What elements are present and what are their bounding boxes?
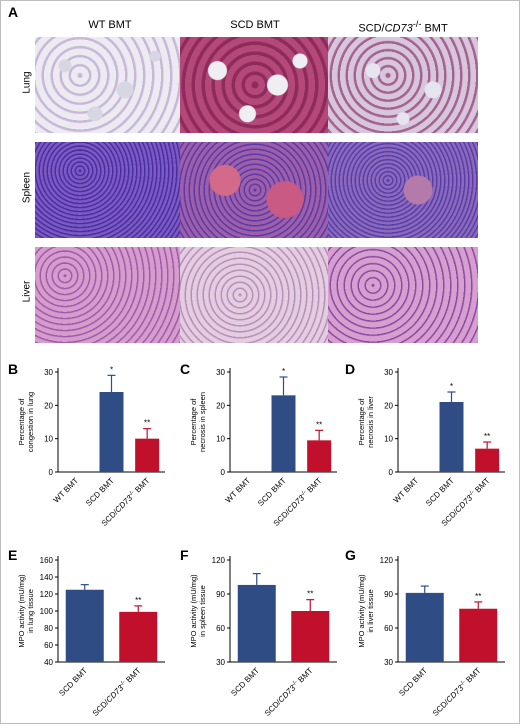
- y-tick-label-d: 10: [384, 435, 393, 444]
- y-axis-label-b: Percentage ofcongestion in lung: [17, 392, 35, 452]
- y-tick-label-f: 30: [216, 658, 225, 667]
- bar-d-1: [439, 402, 464, 472]
- bar-g-1: [459, 608, 498, 662]
- x-tick-label-c-1: SCD BMT: [256, 476, 288, 508]
- panel-letter-f: F: [180, 547, 189, 563]
- significance-mark-c-1: *: [282, 367, 285, 376]
- liver-scd-micrograph: [180, 247, 330, 343]
- bar-b-1: [99, 392, 124, 472]
- x-tick-label-e-1: SCD/CD73-/- BMT: [91, 666, 143, 718]
- y-tick-label-f: 90: [216, 590, 225, 599]
- x-tick-label-d-1: SCD BMT: [424, 476, 456, 508]
- y-axis-label-c: Percentage ofnecrosis in spleen: [189, 392, 207, 452]
- y-tick-label-e: 140: [40, 573, 54, 582]
- chart-e-mpo-lung: 40 60 80 100 120 140 160 MPO activity (mU/mg)in…: [17, 556, 165, 718]
- bar-e-0: [65, 589, 104, 662]
- chart-d-necrosis-liver: 0 10 20 30 Percentage ofnecrosis in liver WT …: [357, 368, 505, 528]
- significance-mark-g-1: **: [475, 592, 481, 601]
- column-title-scd-cd73: SCD/CD73-/- BMT: [358, 19, 448, 35]
- significance-mark-d-2: **: [484, 432, 490, 441]
- y-tick-label-b: 10: [44, 435, 53, 444]
- y-tick-label-d: 30: [384, 368, 393, 377]
- bar-f-1: [291, 611, 330, 662]
- chart-f-mpo-spleen: 30 60 90 120 MPO activity (mU/mg)in spleen t…: [189, 556, 337, 718]
- y-tick-label-g: 30: [384, 658, 393, 667]
- significance-mark-b-1: *: [110, 365, 113, 374]
- x-tick-label-c-0: WT BMT: [224, 476, 253, 505]
- y-axis-label-d: Percentage ofnecrosis in liver: [357, 396, 375, 448]
- row-label-spleen: Spleen: [21, 171, 33, 204]
- y-tick-label-b: 0: [49, 468, 54, 477]
- x-tick-label-b-1: SCD BMT: [84, 476, 116, 508]
- chart-b-congestion-lung: 0 10 20 30 Percentage ofcongestion in lung WT…: [17, 365, 165, 528]
- y-tick-label-e: 160: [40, 556, 54, 565]
- column-title-wt: WT BMT: [88, 19, 132, 31]
- row-label-lung: Lung: [21, 71, 33, 94]
- row-label-liver: Liver: [21, 280, 33, 303]
- y-tick-label-g: 90: [384, 590, 393, 599]
- significance-mark-f-1: **: [307, 590, 313, 599]
- y-axis-label-f: MPO activity (mU/mg)in spleen tissue: [189, 574, 207, 648]
- bar-c-2: [307, 440, 332, 472]
- y-tick-label-f: 60: [216, 624, 225, 633]
- y-tick-label-e: 40: [44, 658, 53, 667]
- bar-f-0: [237, 584, 276, 662]
- bar-b-2: [135, 438, 160, 472]
- panel-letter-b: B: [8, 361, 19, 377]
- y-tick-label-c: 20: [216, 401, 225, 410]
- y-tick-label-d: 20: [384, 401, 393, 410]
- y-tick-label-c: 0: [221, 468, 226, 477]
- y-tick-label-g: 60: [384, 624, 393, 633]
- lung-wt-micrograph: [35, 37, 185, 133]
- panel-letter-g: G: [345, 547, 356, 563]
- y-tick-label-d: 0: [389, 468, 394, 477]
- y-tick-label-b: 30: [44, 368, 53, 377]
- significance-mark-e-1: **: [135, 596, 141, 605]
- bar-g-0: [405, 592, 444, 662]
- chart-g-mpo-liver: 30 60 90 120 MPO activity (mU/mg)in liver ti…: [357, 556, 505, 718]
- lung-scd-micrograph: [180, 37, 330, 133]
- x-tick-label-g-0: SCD BMT: [397, 666, 429, 698]
- y-tick-label-c: 30: [216, 368, 225, 377]
- y-tick-label-e: 120: [40, 590, 54, 599]
- y-tick-label-e: 80: [44, 624, 53, 633]
- x-tick-label-d-0: WT BMT: [392, 476, 421, 505]
- y-tick-label-b: 20: [44, 401, 53, 410]
- panel-letter-e: E: [8, 547, 18, 563]
- y-tick-label-e: 60: [44, 641, 53, 650]
- panel-letter-a: A: [8, 4, 19, 20]
- y-axis-label-e: MPO activity (mU/mg)in lung tissue: [17, 574, 35, 648]
- significance-mark-b-2: **: [144, 419, 150, 428]
- lung-scd-cd73-micrograph: [328, 37, 478, 133]
- x-tick-label-f-1: SCD/CD73-/- BMT: [263, 666, 315, 718]
- y-axis-label-g: MPO activity (mU/mg)in liver tissue: [357, 574, 375, 648]
- bar-c-1: [271, 395, 296, 472]
- x-tick-label-f-0: SCD BMT: [229, 666, 261, 698]
- chart-c-necrosis-spleen: 0 10 20 30 Percentage ofnecrosis in spleen WT…: [189, 367, 337, 528]
- liver-scd-cd73-micrograph: [328, 247, 478, 343]
- spleen-scd-cd73-micrograph: [328, 142, 478, 238]
- bar-d-2: [475, 448, 500, 472]
- panel-letter-c: C: [180, 361, 191, 377]
- significance-mark-d-1: *: [450, 382, 453, 391]
- y-tick-label-c: 10: [216, 435, 225, 444]
- x-tick-label-g-1: SCD/CD73-/- BMT: [431, 666, 483, 718]
- bar-e-1: [119, 611, 158, 662]
- column-title-scd: SCD BMT: [230, 19, 280, 31]
- y-tick-label-f: 120: [212, 556, 226, 565]
- x-tick-label-e-0: SCD BMT: [57, 666, 89, 698]
- spleen-wt-micrograph: [35, 142, 185, 238]
- y-tick-label-e: 100: [40, 607, 54, 616]
- liver-wt-micrograph: [35, 247, 185, 343]
- y-tick-label-g: 120: [380, 556, 394, 565]
- panel-letter-d: D: [345, 361, 356, 377]
- significance-mark-c-2: **: [316, 420, 322, 429]
- x-tick-label-b-0: WT BMT: [52, 476, 81, 505]
- spleen-scd-micrograph: [180, 142, 330, 238]
